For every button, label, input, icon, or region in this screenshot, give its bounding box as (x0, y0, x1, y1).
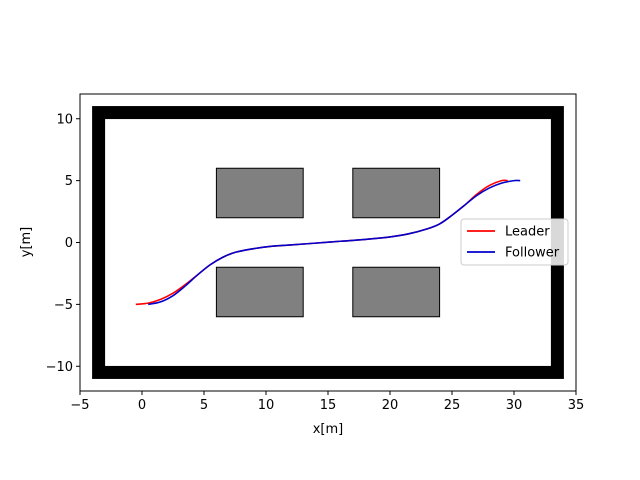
x-tick-label: 20 (382, 398, 399, 413)
x-tick-label: 35 (568, 398, 585, 413)
x-tick-label: 15 (320, 398, 337, 413)
obstacle-1 (215, 167, 304, 219)
x-tick-label: 25 (444, 398, 461, 413)
y-tick-label: 0 (65, 236, 73, 251)
y-tick-label: −5 (54, 298, 73, 313)
legend: Leader Follower (460, 218, 569, 266)
x-tick-label: −5 (70, 398, 89, 413)
x-axis-label: x[m] (313, 422, 344, 437)
obstacle-2 (352, 167, 441, 219)
x-tick-label: 5 (200, 398, 208, 413)
x-axis-ticks: −5 0 5 10 15 20 25 30 35 (70, 391, 584, 413)
y-axis-label: y[m] (19, 227, 34, 258)
obstacle-3 (215, 266, 304, 318)
x-tick-label: 0 (138, 398, 146, 413)
obstacle-4 (352, 266, 441, 318)
y-tick-label: −10 (46, 360, 73, 375)
y-tick-label: 10 (56, 112, 73, 127)
y-tick-label: 5 (65, 174, 73, 189)
legend-label-follower: Follower (505, 246, 560, 261)
y-axis-ticks: −10 −5 0 5 10 (46, 112, 80, 375)
legend-label-leader: Leader (505, 225, 550, 240)
series-line-follower (148, 179, 521, 306)
x-tick-label: 30 (506, 398, 523, 413)
x-tick-label: 10 (258, 398, 275, 413)
